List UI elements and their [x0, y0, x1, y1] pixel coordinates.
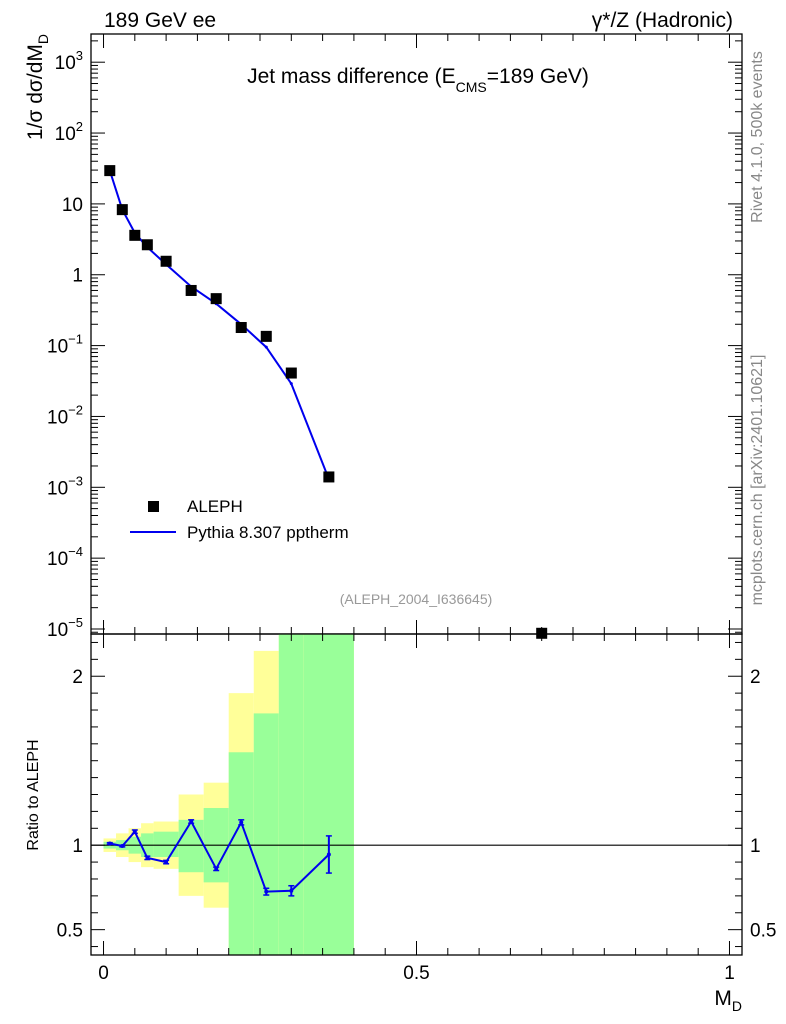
main-y-tick-label: 10−5	[47, 615, 83, 641]
ratio-point	[120, 844, 125, 849]
x-axis-label-text: M	[714, 987, 732, 1010]
legend-label-aleph: ALEPH	[187, 497, 243, 516]
aleph-data-point	[185, 284, 197, 296]
legend: ALEPH Pythia 8.307 pptherm	[130, 497, 349, 542]
aleph-data-point	[285, 367, 297, 379]
aleph-data-point	[129, 229, 141, 241]
aleph-data-point	[260, 330, 272, 342]
main-ylabel-sub: D	[35, 34, 51, 44]
analysis-annotation: (ALEPH_2004_I636645)	[340, 591, 493, 607]
main-y-tick-label: 102	[55, 119, 83, 145]
x-tick-label: 1	[724, 963, 735, 984]
main-y-tick-label-exp: −2	[68, 402, 83, 417]
ratio-point	[189, 819, 194, 824]
main-y-tick-label: 10	[62, 195, 83, 216]
ratio-y-tick-label-right: 2	[750, 667, 761, 688]
main-series-layer	[104, 165, 548, 639]
legend-label-pythia: Pythia 8.307 pptherm	[187, 523, 349, 542]
inner-uncertainty-band	[303, 634, 354, 955]
main-y-tick-label: 1	[72, 266, 83, 287]
ratio-point	[214, 866, 219, 871]
header-right-title: γ*/Z (Hadronic)	[592, 9, 733, 32]
main-y-tick-label: 10−1	[47, 332, 83, 358]
main-y-tick-label-exp: −1	[68, 332, 83, 347]
pythia-point	[289, 382, 293, 386]
main-y-tick-label-exp: 3	[76, 48, 83, 63]
ratio-series-layer	[91, 819, 742, 897]
main-y-tick-label-exp: −3	[68, 473, 83, 488]
pythia-point	[264, 345, 268, 349]
main-y-tick-label-base: 10	[47, 407, 68, 428]
main-y-tick-label: 103	[55, 48, 83, 74]
ratio-point	[145, 855, 150, 860]
aleph-data-point	[235, 322, 247, 334]
main-title-text: Jet mass difference (E	[247, 65, 456, 88]
main-y-tick-label-base: 10	[55, 124, 76, 145]
ratio-axes-layer: 0.5 0.5 1 1 2 2 0 0.5 1	[57, 633, 776, 984]
x-tick-label: 0	[98, 963, 109, 984]
main-title: Jet mass difference (ECMS=189 GeV)	[247, 65, 589, 95]
aleph-data-point	[210, 293, 222, 305]
x-axis-label: MD	[714, 987, 742, 1014]
ratio-y-tick-label: 1	[72, 836, 83, 857]
inner-uncertainty-band	[278, 634, 304, 955]
rivet-label: Rivet 4.1.0, 500k events	[749, 51, 766, 223]
x-tick-label: 0.5	[403, 963, 429, 984]
ratio-point	[289, 888, 294, 893]
ratio-point	[264, 889, 269, 894]
main-ylabel-text: 1/σ dσ/dM	[24, 44, 47, 140]
aleph-data-point	[104, 165, 116, 177]
main-y-tick-label-base: 10	[62, 195, 83, 216]
main-ylabel: 1/σ dσ/dMD	[24, 34, 51, 140]
ratio-ylabel: Ratio to ALEPH	[25, 739, 42, 850]
main-y-tick-label: 10−3	[47, 473, 83, 499]
ratio-point	[132, 829, 137, 834]
aleph-data-point	[323, 471, 335, 483]
aleph-data-point	[116, 204, 128, 216]
aleph-data-point	[160, 255, 172, 267]
x-axis-label-sub: D	[732, 998, 742, 1014]
header-left-title: 189 GeV ee	[104, 9, 216, 32]
inner-uncertainty-band	[228, 752, 254, 955]
main-y-tick-label-base: 10	[47, 549, 68, 570]
ratio-y-tick-label: 2	[72, 667, 83, 688]
pythia-line	[108, 170, 330, 480]
ratio-y-tick-label-right: 0.5	[750, 921, 776, 942]
ratio-point	[164, 860, 169, 865]
main-title-sub: CMS	[456, 79, 487, 95]
main-y-tick-label-exp: −5	[68, 615, 83, 630]
main-y-tick-label-exp: −4	[68, 544, 83, 559]
main-y-tick-label-base: 10	[55, 53, 76, 74]
main-y-tick-label-base: 1	[72, 266, 83, 287]
ratio-point	[239, 820, 244, 825]
inner-uncertainty-band	[253, 713, 279, 955]
main-y-tick-label: 10−2	[47, 402, 83, 428]
mcplots-label: mcplots.cern.ch [arXiv:2401.10621]	[749, 355, 766, 606]
main-y-tick-label: 10−4	[47, 544, 83, 570]
main-y-tick-label-exp: 2	[76, 119, 83, 134]
legend-marker-aleph	[148, 501, 159, 512]
main-y-tick-label-base: 10	[47, 337, 68, 358]
ratio-bands-layer	[103, 634, 354, 955]
ratio-y-tick-label-right: 1	[750, 836, 761, 857]
ratio-point	[326, 852, 331, 857]
main-title-tail: =189 GeV)	[487, 65, 589, 88]
main-frame	[90, 33, 743, 635]
ratio-point	[107, 841, 112, 846]
inner-uncertainty-band	[178, 819, 204, 873]
main-y-tick-label-base: 10	[47, 620, 68, 641]
aleph-data-point	[141, 239, 153, 251]
main-y-tick-label-base: 10	[47, 478, 68, 499]
ratio-y-tick-label: 0.5	[57, 921, 83, 942]
inner-uncertainty-band	[153, 831, 179, 858]
